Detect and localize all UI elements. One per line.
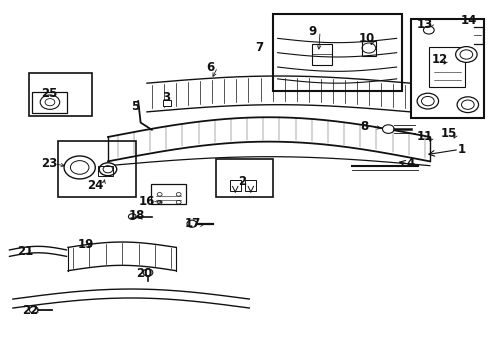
Text: 4: 4 [406, 157, 413, 170]
Bar [151, 184, 185, 204]
Circle shape [143, 269, 153, 276]
Bar [229, 180, 240, 191]
Bar [428, 47, 465, 87]
Bar [410, 19, 484, 118]
Bar [216, 159, 272, 197]
Bar [361, 41, 375, 56]
Circle shape [99, 163, 117, 176]
Text: 17: 17 [185, 216, 201, 230]
Text: 6: 6 [206, 60, 214, 73]
Text: 1: 1 [456, 143, 465, 156]
Circle shape [423, 26, 433, 34]
Text: 13: 13 [416, 18, 432, 31]
Text: 2: 2 [238, 175, 245, 188]
Circle shape [382, 125, 393, 134]
Circle shape [456, 97, 478, 113]
Text: 19: 19 [78, 238, 94, 251]
Text: 10: 10 [358, 32, 374, 45]
Text: 5: 5 [130, 100, 139, 113]
Circle shape [416, 93, 438, 109]
Text: 20: 20 [136, 267, 152, 280]
Text: 21: 21 [17, 245, 33, 258]
Text: 9: 9 [308, 25, 316, 38]
Bar [29, 73, 92, 116]
Circle shape [455, 46, 476, 62]
Text: 15: 15 [440, 127, 457, 140]
Text: 16: 16 [139, 195, 155, 208]
Text: 23: 23 [41, 157, 58, 170]
Text: 12: 12 [430, 53, 447, 66]
Circle shape [186, 220, 196, 227]
Circle shape [128, 214, 136, 220]
Bar [98, 166, 113, 176]
Text: 24: 24 [87, 179, 104, 192]
Text: 22: 22 [22, 305, 38, 318]
Text: 18: 18 [129, 210, 145, 222]
Text: 7: 7 [255, 41, 263, 54]
Text: 3: 3 [162, 91, 170, 104]
Circle shape [29, 307, 38, 313]
Bar [272, 14, 401, 91]
Text: 11: 11 [416, 130, 432, 144]
Text: 14: 14 [460, 14, 476, 27]
Bar [162, 100, 171, 107]
Text: 25: 25 [41, 87, 58, 100]
Circle shape [64, 156, 95, 179]
Bar [32, 92, 67, 113]
Bar [58, 141, 136, 197]
Bar [245, 180, 256, 191]
Text: 8: 8 [359, 120, 367, 133]
Bar [311, 44, 331, 65]
